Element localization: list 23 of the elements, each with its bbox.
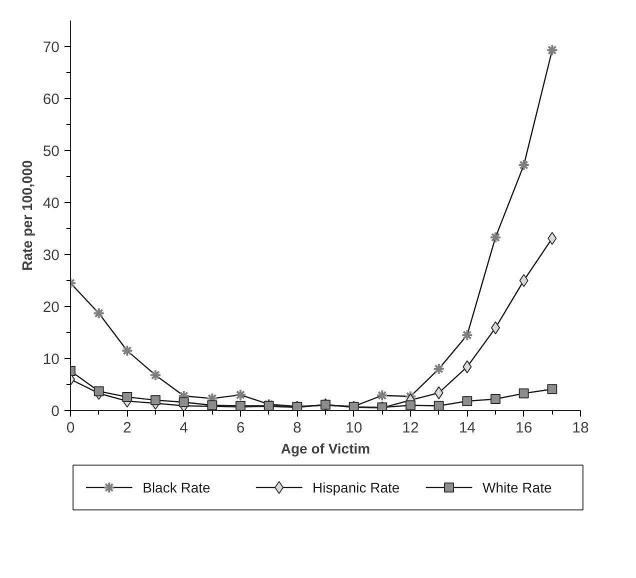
x-tick-label: 18 xyxy=(572,420,589,436)
y-tick-label: 40 xyxy=(42,195,60,212)
x-tick-label: 4 xyxy=(180,420,188,436)
x-tick-label: 0 xyxy=(66,420,75,436)
y-tick-label: 10 xyxy=(42,351,60,368)
y-tick-label: 70 xyxy=(42,39,60,56)
y-tick-label: 0 xyxy=(51,403,60,420)
x-tick-label: 10 xyxy=(345,420,362,436)
x-tick-label: 2 xyxy=(122,420,132,436)
legend-label: Hispanic Rate xyxy=(312,480,400,496)
legend-label: Black Rate xyxy=(142,480,211,496)
legend-label: White Rate xyxy=(482,480,552,496)
y-axis-title: Rate per 100,000 xyxy=(18,160,35,271)
x-axis-title: Age of Victim xyxy=(280,440,370,456)
x-tick-label: 14 xyxy=(458,420,476,436)
y-tick-label: 50 xyxy=(42,143,60,160)
x-tick-label: 16 xyxy=(515,420,532,436)
y-tick-label: 20 xyxy=(42,299,60,316)
x-tick-label: 6 xyxy=(236,420,245,436)
x-tick-label: 12 xyxy=(402,420,419,436)
y-tick-label: 60 xyxy=(42,91,60,108)
y-tick-label: 30 xyxy=(42,247,60,264)
x-tick-label: 8 xyxy=(292,420,302,436)
